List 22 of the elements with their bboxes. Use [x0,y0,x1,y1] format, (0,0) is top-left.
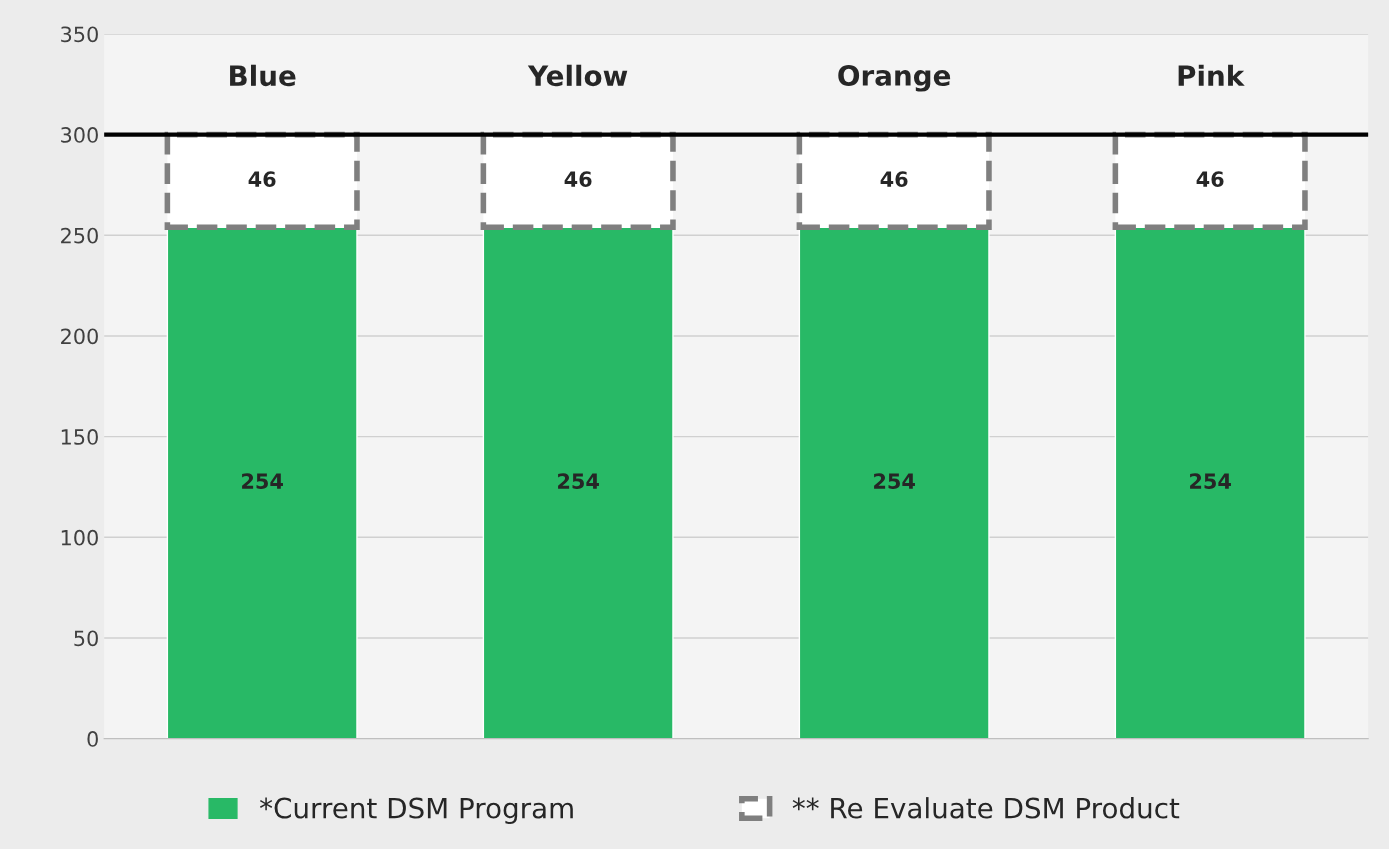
x-tick-label: Blue [230,64,296,87]
x-tick-label: Pink [1178,64,1245,86]
data-label: 46 [248,171,276,187]
data-label: 254 [242,473,283,489]
y-tick-label: 100 [61,529,98,546]
y-tick-label: 250 [61,227,98,244]
data-label: 46 [1196,171,1224,187]
legend-label: ** Re Evaluate DSM Product [792,797,1180,819]
y-tick-label: 350 [61,26,98,43]
y-tick-label: 200 [61,328,98,345]
x-tick-label: Yellow [527,64,628,87]
y-tick-label: 50 [74,630,98,647]
data-label: 254 [1190,473,1231,489]
data-label: 254 [558,473,599,489]
legend-label: *Current DSM Program [259,797,573,824]
data-label: 254 [874,473,915,489]
data-label: 46 [880,171,908,187]
data-label: 46 [564,171,592,187]
y-tick-label: 150 [61,429,98,445]
y-tick-label: 0 [87,731,98,747]
x-tick-label: Orange [838,64,951,92]
y-tick-label: 300 [61,127,98,143]
